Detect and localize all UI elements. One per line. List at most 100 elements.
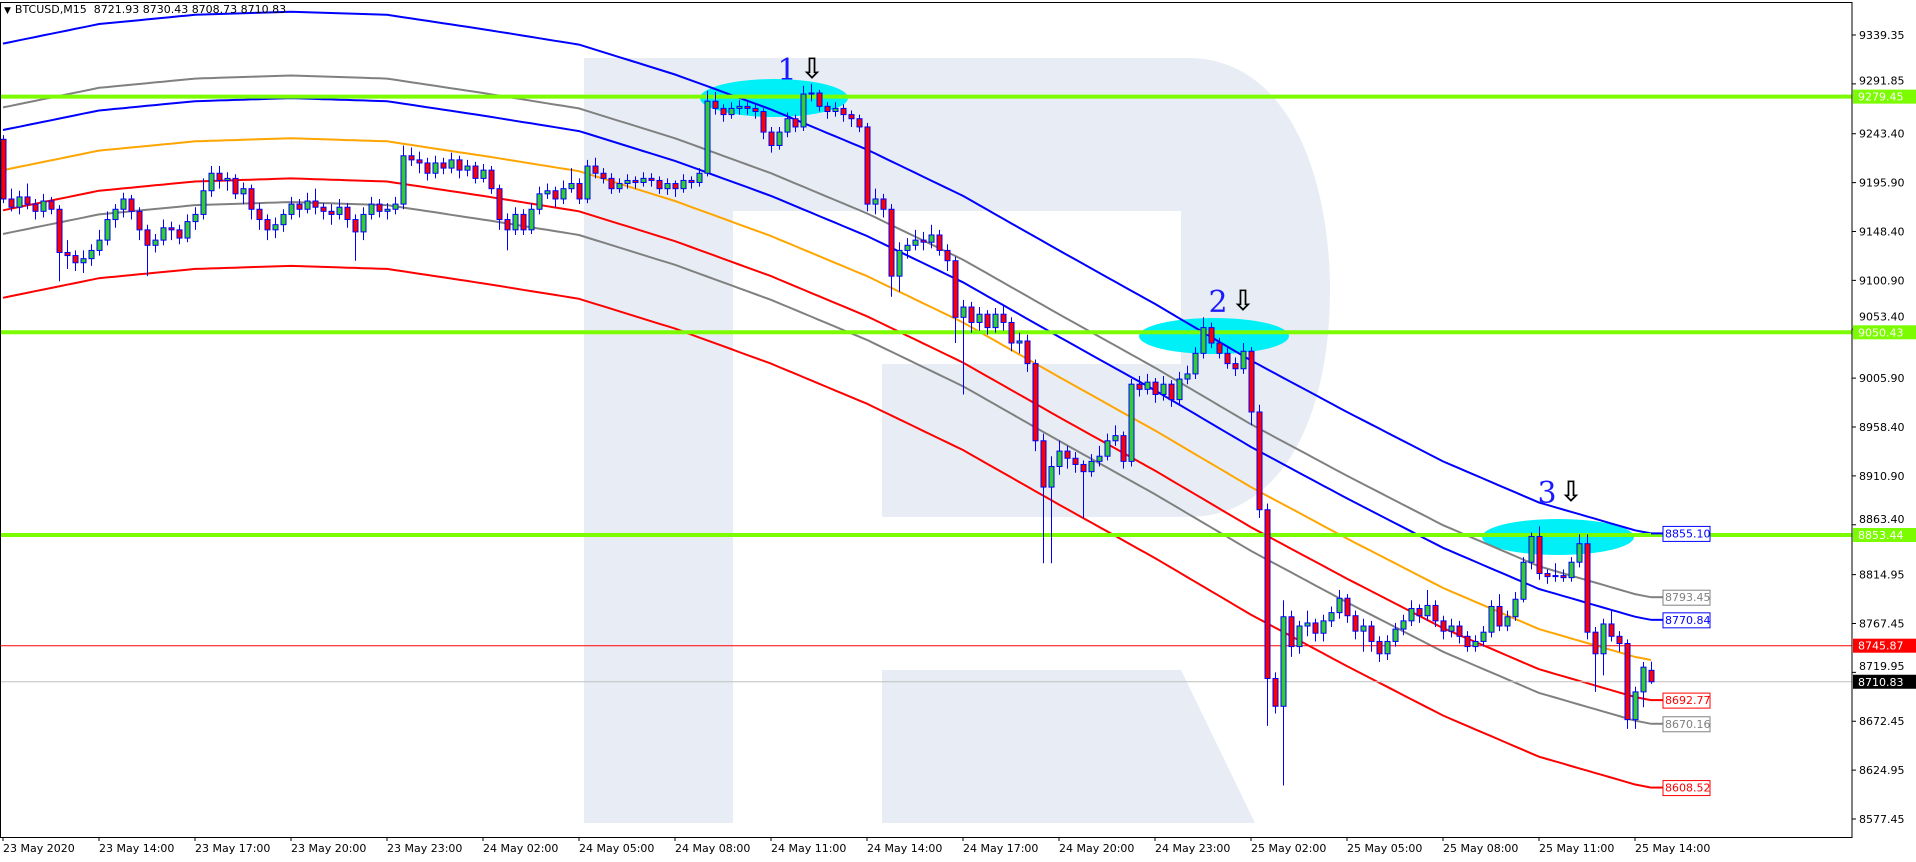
- candle-body: [1096, 455, 1103, 462]
- candle-body: [1408, 608, 1415, 622]
- candle-body: [1512, 598, 1519, 618]
- annotation-number-1: 1: [777, 53, 796, 88]
- candle-body: [1432, 604, 1439, 622]
- band-label-box-5: [1662, 780, 1711, 797]
- candle-body: [936, 234, 943, 251]
- candle: [32, 198, 39, 220]
- candle: [696, 168, 703, 187]
- candle-body: [16, 196, 23, 208]
- candle: [1008, 317, 1015, 352]
- candle-body: [560, 188, 567, 200]
- candle: [1528, 532, 1535, 570]
- candle: [1640, 662, 1647, 708]
- level-label-box-1: [1853, 325, 1916, 340]
- level-label-4: 8710.83: [1858, 676, 1904, 689]
- candle: [1424, 589, 1431, 621]
- candle-body: [208, 172, 215, 192]
- candle: [1648, 661, 1655, 684]
- candle: [1496, 594, 1503, 632]
- candle: [568, 168, 575, 193]
- candle-body: [1544, 573, 1551, 578]
- candle: [1352, 610, 1359, 640]
- candle-body: [1488, 605, 1495, 633]
- x-tick-label: 23 May 2020: [3, 842, 75, 855]
- candle: [256, 203, 263, 230]
- candle-body: [1048, 466, 1055, 488]
- candle: [384, 203, 391, 220]
- candle: [600, 168, 607, 184]
- y-tick-label: 8672.45: [1859, 715, 1905, 728]
- horizontal-levels[interactable]: [0, 94, 1852, 683]
- candle-body: [296, 203, 303, 210]
- candle: [1592, 627, 1599, 692]
- candle: [496, 184, 503, 230]
- candle-body: [496, 188, 503, 221]
- candle-body: [712, 100, 719, 109]
- time-axis[interactable]: 23 May 2020 23 May 14:00 23 May 17:00 23 Ma…: [2, 837, 1710, 855]
- candle: [1248, 347, 1255, 426]
- candle-body: [1080, 463, 1087, 473]
- candle: [1312, 618, 1319, 642]
- x-tick-label: 25 May 08:00: [1443, 842, 1518, 855]
- candle: [1096, 445, 1103, 467]
- candle-body: [1304, 622, 1311, 627]
- candle: [1240, 343, 1247, 374]
- candle: [432, 155, 439, 179]
- candle-body: [352, 219, 359, 233]
- candle: [704, 90, 711, 177]
- candle-body: [368, 203, 375, 215]
- candle-body: [1104, 440, 1111, 457]
- candle: [464, 159, 471, 177]
- y-tick-label: 9148.40: [1859, 225, 1905, 238]
- candle: [1216, 337, 1223, 359]
- candle: [504, 213, 511, 251]
- candle-body: [1136, 383, 1143, 390]
- candle-body: [24, 196, 31, 205]
- candle: [536, 186, 543, 215]
- candle: [896, 242, 903, 292]
- candle-body: [824, 105, 831, 113]
- candle: [1232, 357, 1239, 376]
- candle-body: [1320, 620, 1327, 634]
- candle-body: [192, 213, 199, 223]
- candle: [1440, 615, 1447, 640]
- candle-body: [1376, 640, 1383, 655]
- candle: [576, 178, 583, 205]
- candle: [640, 172, 647, 187]
- candle: [456, 155, 463, 179]
- candle-body: [792, 118, 799, 128]
- candle: [240, 182, 247, 205]
- candle-body: [112, 208, 119, 221]
- candle: [376, 198, 383, 218]
- candle-body: [1224, 352, 1231, 365]
- x-tick-label: 24 May 20:00: [1059, 842, 1134, 855]
- candle-body: [456, 159, 463, 171]
- candle-body: [104, 219, 111, 241]
- annotation-number-2: 2: [1208, 285, 1227, 320]
- candle-body: [48, 200, 55, 210]
- candle: [1560, 569, 1567, 582]
- candle-body: [328, 210, 335, 215]
- x-tick-label: 24 May 02:00: [483, 842, 558, 855]
- candle-body: [416, 159, 423, 164]
- candle: [304, 192, 311, 214]
- candle: [1000, 305, 1007, 331]
- candle: [968, 301, 975, 333]
- candle-body: [600, 172, 607, 179]
- candle: [1264, 503, 1271, 726]
- candle: [920, 231, 927, 251]
- candle-body: [1312, 622, 1319, 634]
- candle: [1584, 534, 1591, 640]
- candle-body: [608, 177, 615, 190]
- down-arrow-icon: ⇩: [1231, 284, 1254, 317]
- candle-body: [1008, 321, 1015, 344]
- candle-body: [1152, 381, 1159, 395]
- candle: [1144, 373, 1151, 395]
- candle-body: [1632, 691, 1639, 721]
- candle-body: [1352, 615, 1359, 632]
- level-label-box-4: [1853, 674, 1916, 689]
- price-axis[interactable]: 9339.35 9291.85 9243.40 9195.90 9148.40 9100.…: [1852, 29, 1905, 826]
- candle: [656, 176, 663, 194]
- triangle-down-icon[interactable]: ▼: [4, 6, 11, 16]
